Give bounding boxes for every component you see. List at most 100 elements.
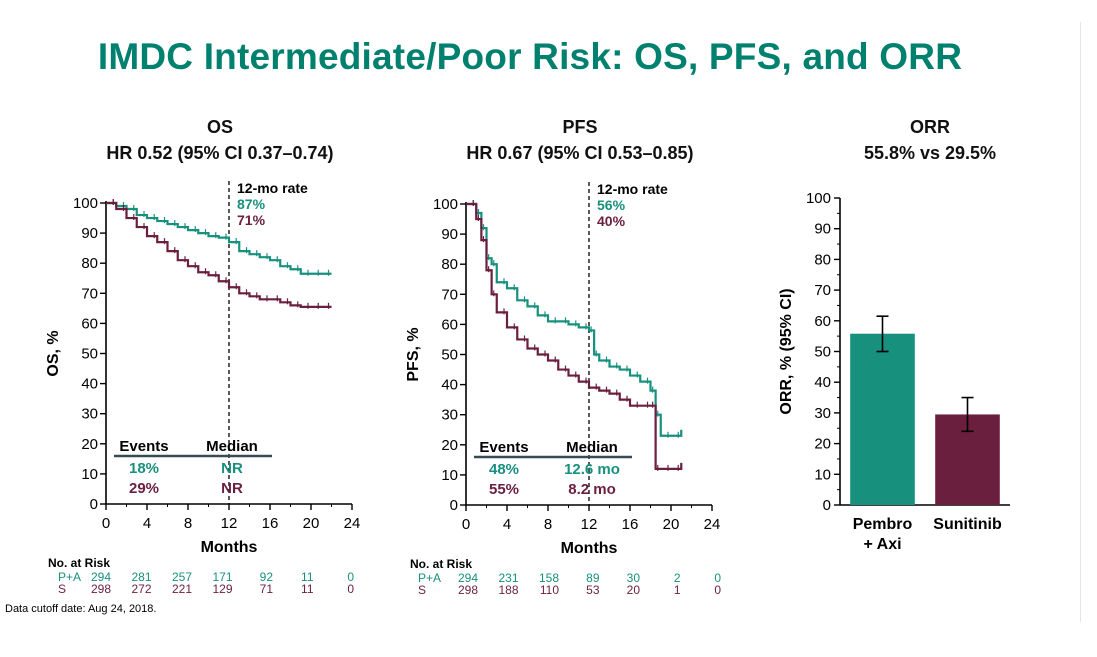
- pfs-at-risk-header: No. at Risk: [410, 557, 472, 571]
- orr-category-label: + Axi: [863, 536, 901, 553]
- pfs-hazard-ratio: HR 0.67 (95% CI 0.53–0.85): [466, 143, 694, 163]
- os-x-tick-label: 4: [143, 515, 151, 532]
- orr-panel-header: ORR 55.8% vs 29.5%: [780, 114, 1080, 166]
- os-at-risk-value: 294: [91, 570, 111, 584]
- pfs-x-tick-label: 16: [622, 516, 639, 533]
- os-median-s: NR: [221, 480, 243, 497]
- os-at-risk-value: 0: [347, 570, 354, 584]
- orr-y-tick-label: 30: [814, 405, 831, 422]
- os-at-risk-value: 272: [131, 582, 151, 596]
- os-at-risk-value: 11: [301, 582, 314, 596]
- orr-y-tick-label: 50: [814, 344, 831, 361]
- pfs-at-risk-label: P+A: [418, 571, 441, 585]
- pfs-y-tick-label: 0: [450, 497, 458, 514]
- pfs-median-pa: 12.6 mo: [564, 461, 620, 478]
- os-y-tick-label: 80: [81, 255, 98, 272]
- orr-y-tick-label: 20: [814, 436, 831, 453]
- os-hazard-ratio: HR 0.52 (95% CI 0.37–0.74): [106, 143, 334, 163]
- os-curve-pa: [106, 201, 332, 275]
- os-rate-pa: 87%: [237, 196, 266, 212]
- os-chart: 0 10 20 30 40 50 60 70 80 90 100 0 4 8 12 16 20 24 Months O…: [45, 180, 360, 596]
- os-x-tick-label: 0: [102, 515, 110, 532]
- pfs-y-tick-label: 20: [441, 437, 458, 454]
- pfs-rate-pa: 56%: [597, 197, 626, 213]
- pfs-x-tick-label: 8: [544, 516, 552, 533]
- os-at-risk-value: 298: [91, 582, 111, 596]
- os-panel-title: OS: [206, 117, 233, 137]
- pfs-panel-header: PFS HR 0.67 (95% CI 0.53–0.85): [420, 114, 740, 166]
- pfs-at-risk-value: 110: [540, 583, 559, 597]
- os-at-risk-value: 281: [131, 570, 151, 584]
- orr-y-tick-label: 90: [814, 221, 831, 238]
- os-x-tick-label: 20: [303, 515, 320, 532]
- pfs-rate-s: 40%: [597, 213, 626, 229]
- orr-chart: 0 10 20 30 40 50 60 70 80 90 100 ORR, % (95% CI) Pem…: [778, 190, 1010, 553]
- pfs-at-risk-value: 0: [714, 583, 721, 597]
- pfs-y-tick-label: 10: [441, 467, 458, 484]
- os-at-risk-header: No. at Risk: [48, 556, 110, 570]
- os-events-pa: 18%: [129, 460, 159, 477]
- pfs-y-tick-label: 50: [441, 347, 458, 364]
- data-cutoff-footnote: Data cutoff date: Aug 24, 2018.: [5, 603, 157, 615]
- pfs-y-tick-label: 80: [441, 256, 458, 273]
- os-x-tick-label: 16: [262, 515, 279, 532]
- pfs-x-tick-label: 12: [581, 516, 598, 533]
- pfs-events-header: Events: [479, 439, 528, 456]
- os-curve-s: [106, 201, 332, 308]
- pfs-y-tick-label: 40: [441, 377, 458, 394]
- pfs-x-tick-label: 24: [704, 516, 721, 533]
- pfs-at-risk-value: 294: [458, 571, 478, 585]
- os-median-pa: NR: [221, 460, 243, 477]
- slide-right-divider: [1080, 22, 1081, 622]
- pfs-rate-header: 12-mo rate: [597, 181, 668, 197]
- pfs-at-risk-value: 231: [498, 571, 518, 585]
- pfs-at-risk-value: 30: [627, 571, 641, 585]
- os-at-risk-value: 171: [212, 570, 232, 584]
- os-y-tick-label: 40: [81, 376, 98, 393]
- pfs-at-risk-value: 2: [674, 571, 681, 585]
- orr-category-label: Pembro: [853, 516, 913, 533]
- os-at-risk-value: 129: [212, 582, 232, 596]
- os-at-risk-value: 221: [172, 582, 192, 596]
- orr-y-tick-label: 100: [806, 190, 831, 207]
- os-y-tick-label: 20: [81, 436, 98, 453]
- os-y-tick-label: 60: [81, 315, 98, 332]
- pfs-events-s: 55%: [489, 481, 519, 498]
- pfs-panel-title: PFS: [562, 117, 598, 137]
- orr-y-tick-label: 0: [823, 497, 831, 514]
- pfs-at-risk-value: 53: [586, 583, 600, 597]
- pfs-x-tick-label: 20: [663, 516, 680, 533]
- orr-y-tick-label: 10: [814, 466, 831, 483]
- os-y-tick-label: 100: [73, 195, 98, 212]
- os-y-tick-label: 0: [90, 496, 98, 513]
- pfs-y-tick-label: 90: [441, 226, 458, 243]
- os-y-tick-label: 70: [81, 285, 98, 302]
- pfs-at-risk-value: 20: [627, 583, 641, 597]
- os-at-risk-label: P+A: [58, 570, 81, 584]
- orr-y-tick-label: 40: [814, 374, 831, 391]
- pfs-y-tick-label: 30: [441, 407, 458, 424]
- pfs-x-tick-label: 4: [503, 516, 511, 533]
- os-x-tick-label: 24: [344, 515, 361, 532]
- pfs-at-risk-value: 188: [498, 583, 518, 597]
- pfs-curve-s: [466, 202, 683, 470]
- pfs-at-risk-value: 0: [714, 571, 721, 585]
- pfs-x-tick-label: 0: [462, 516, 470, 533]
- pfs-y-tick-label: 100: [433, 196, 458, 213]
- os-x-tick-label: 8: [184, 515, 192, 532]
- os-rate-header: 12-mo rate: [237, 180, 308, 196]
- os-y-tick-label: 50: [81, 346, 98, 363]
- os-rate-s: 71%: [237, 212, 266, 228]
- orr-category-label: Sunitinib: [933, 516, 1002, 533]
- pfs-y-tick-label: 70: [441, 286, 458, 303]
- pfs-curve-pa: [466, 202, 683, 437]
- os-median-header: Median: [206, 438, 258, 455]
- orr-panel-title: ORR: [910, 117, 950, 137]
- orr-y-tick-label: 80: [814, 251, 831, 268]
- orr-y-tick-label: 70: [814, 282, 831, 299]
- os-y-axis-title: OS, %: [45, 330, 62, 376]
- pfs-at-risk-value: 89: [586, 571, 600, 585]
- orr-y-axis-title: ORR, % (95% CI): [778, 288, 795, 414]
